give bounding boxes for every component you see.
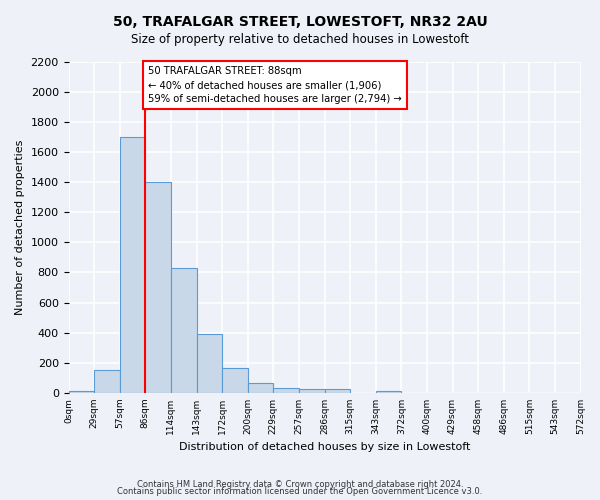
Text: 50 TRAFALGAR STREET: 88sqm
← 40% of detached houses are smaller (1,906)
59% of s: 50 TRAFALGAR STREET: 88sqm ← 40% of deta… [148, 66, 402, 104]
Bar [197, 334, 222, 393]
Bar [376, 390, 401, 393]
Y-axis label: Number of detached properties: Number of detached properties [15, 140, 25, 315]
Bar [94, 370, 120, 393]
Text: Contains public sector information licensed under the Open Government Licence v3: Contains public sector information licen… [118, 488, 482, 496]
Bar [222, 368, 248, 393]
X-axis label: Distribution of detached houses by size in Lowestoft: Distribution of detached houses by size … [179, 442, 470, 452]
Bar [299, 389, 325, 393]
Bar [274, 388, 299, 393]
Bar [145, 182, 171, 393]
Bar [248, 383, 274, 393]
Bar [325, 389, 350, 393]
Text: Contains HM Land Registry data © Crown copyright and database right 2024.: Contains HM Land Registry data © Crown c… [137, 480, 463, 489]
Bar [171, 268, 197, 393]
Text: Size of property relative to detached houses in Lowestoft: Size of property relative to detached ho… [131, 32, 469, 46]
Bar [120, 137, 145, 393]
Bar [68, 390, 94, 393]
Text: 50, TRAFALGAR STREET, LOWESTOFT, NR32 2AU: 50, TRAFALGAR STREET, LOWESTOFT, NR32 2A… [113, 15, 487, 29]
